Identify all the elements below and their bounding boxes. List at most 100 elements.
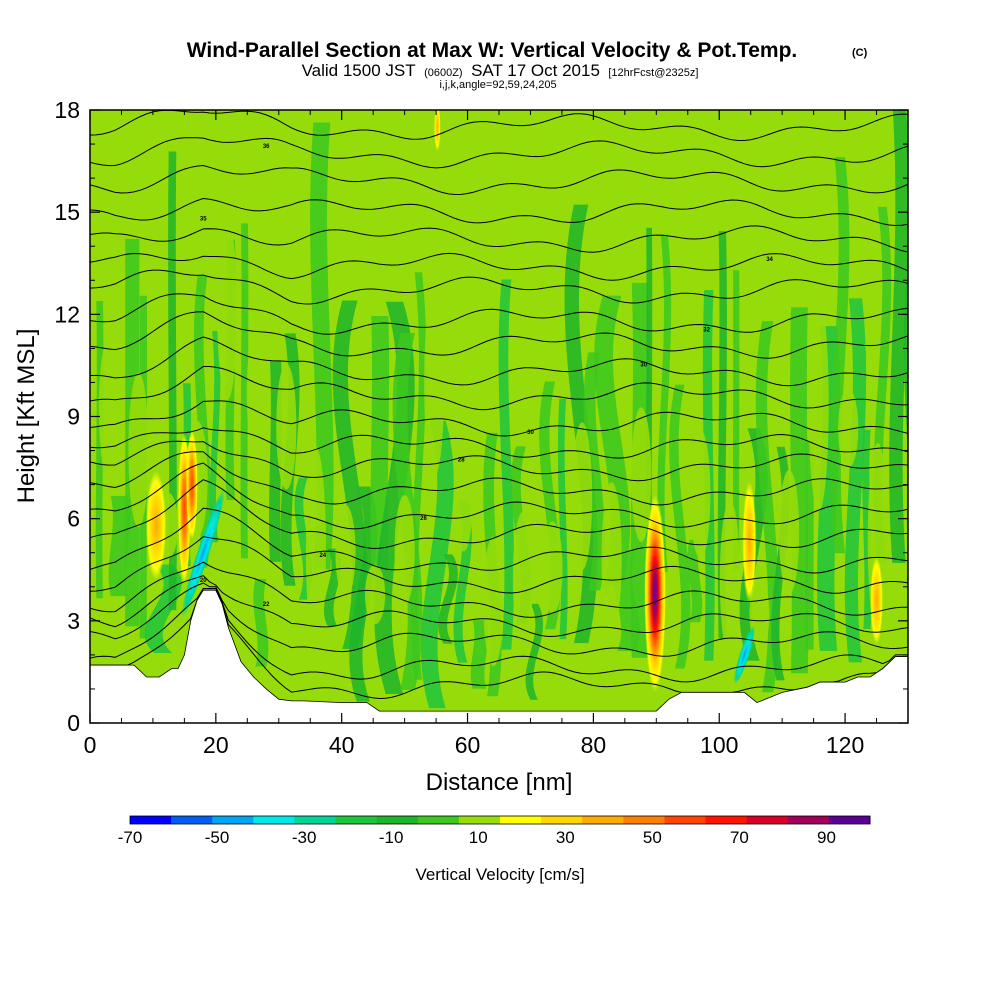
velocity-patch [276,363,297,490]
colorbar-tick-label: 90 [817,828,836,847]
theta-contour-line [90,462,908,530]
velocity-patch [542,521,563,614]
x-tick-label: 60 [455,732,481,758]
y-minor-ticks [90,143,908,690]
theta-contour-line [90,451,908,506]
colorbar [129,815,871,825]
theta-contour-line [90,400,908,437]
colorbar-swatch [623,816,665,824]
velocity-patch [660,593,681,646]
theta-contour-label: 22 [263,602,270,608]
velocity-band [594,295,631,587]
velocity-patch [98,338,119,480]
velocity-patch [571,422,593,571]
theta-contour-line [90,110,908,141]
theta-contour-label: 24 [319,553,326,559]
theta-contour-line [90,164,908,196]
velocity-band [830,157,850,554]
velocity-patch [246,329,267,458]
velocity-band [332,300,368,649]
theta-contour-line [90,588,908,683]
velocity-patch [424,287,445,478]
theta-contour-line [90,479,908,550]
subtitle-utc: (0600Z) [424,67,463,79]
theta-contour-line [90,575,908,638]
colorbar-title: Vertical Velocity [cm/s] [415,865,584,884]
velocity-band [687,539,703,623]
colorbar-tick-label: 30 [556,828,575,847]
colorbar-swatch [705,816,748,824]
updraft-cell [434,110,441,151]
theta-contour-line [90,336,908,387]
colorbar-frame [129,815,871,825]
colorbar-swatch [746,816,789,824]
velocity-patch [512,511,533,646]
theta-contour-label: 30 [640,363,647,369]
velocity-band [438,554,458,644]
velocity-patch [128,372,149,528]
velocity-band [370,316,390,571]
velocity-band [108,495,131,597]
y-tick-label: 9 [67,404,80,430]
y-axis-label: Height [Kft MSL] [13,329,40,504]
chart-subtitle: Valid 1500 JST (0600Z) SAT 17 Oct 2015 [… [302,61,699,80]
velocity-patch [453,408,474,552]
velocity-band [209,331,221,543]
theta-contour-line [90,137,908,169]
velocity-band [410,272,427,680]
velocity-band [525,603,544,700]
theta-contours [90,110,908,700]
subtitle-date: SAT 17 Oct 2015 [471,61,600,80]
velocity-band [240,223,249,559]
velocity-band [844,298,867,663]
updraft-cell [870,556,883,645]
subtitle-valid: Valid 1500 JST [302,61,416,80]
colorbar-swatch [582,816,624,824]
colorbar-tick-label: -70 [118,828,143,847]
updraft-cell [146,470,167,580]
theta-contour-line [90,507,908,574]
colorbar-swatch [130,816,172,824]
colorbar-tick-label: -50 [205,828,230,847]
theta-contour-line [90,582,908,657]
velocity-patch [335,504,356,599]
theta-contour-label: 36 [263,144,270,150]
theta-contour-line [90,561,908,618]
theta-contour-line [90,427,908,459]
x-tick-label: 80 [581,732,607,758]
x-tick-label: 0 [84,732,97,758]
velocity-band [903,280,908,581]
velocity-patch [719,500,740,658]
theta-contour-line [90,440,908,482]
velocity-patch [483,536,504,667]
theta-contour-label: 26 [420,516,427,522]
colorbar-swatch [664,816,707,824]
x-tick-label: 120 [826,732,864,758]
theta-contour-line [90,293,908,335]
x-tick-label: 20 [203,732,229,758]
velocity-band [669,384,691,669]
colorbar-swatch [787,816,830,824]
colorbar-swatch [500,816,542,824]
theta-contour-line [90,225,908,253]
downdraft-cell [181,487,226,618]
theta-contour-line [90,197,908,227]
x-tick-label: 40 [329,732,355,758]
copyright-mark: (C) [852,47,868,59]
chart-title: Wind-Parallel Section at Max W: Vertical… [187,39,798,62]
colorbar-swatch [335,816,378,824]
theta-contour-label: 28 [458,458,465,464]
velocity-patch [364,564,386,625]
theta-contour-label: 30 [527,430,534,436]
updraft-cell [644,494,666,693]
velocity-cells [146,110,883,693]
x-tick-labels: 0 20 40 60 80 100 120 [84,110,864,758]
y-tick-label: 0 [67,710,80,736]
colorbar-tick-labels: -70 -50 -30 -10 10 30 50 70 90 [118,828,836,847]
velocity-patch [601,482,622,634]
theta-contour-line [90,366,908,411]
velocity-band [253,578,269,667]
colorbar-swatch [458,816,501,824]
